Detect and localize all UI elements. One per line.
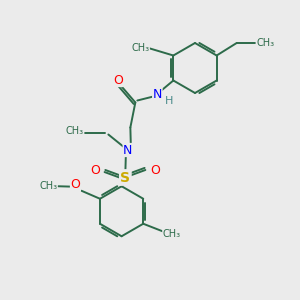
Text: N: N [153, 88, 162, 101]
Text: O: O [150, 164, 160, 176]
Text: CH₃: CH₃ [66, 125, 84, 136]
Text: CH₃: CH₃ [131, 43, 149, 53]
Text: O: O [113, 74, 123, 86]
Text: H: H [165, 95, 173, 106]
Text: CH₃: CH₃ [163, 229, 181, 239]
Text: O: O [70, 178, 80, 191]
Text: N: N [123, 143, 133, 157]
Text: CH₃: CH₃ [256, 38, 274, 48]
Text: O: O [90, 164, 100, 176]
Text: S: S [120, 170, 130, 184]
Text: CH₃: CH₃ [39, 181, 57, 191]
